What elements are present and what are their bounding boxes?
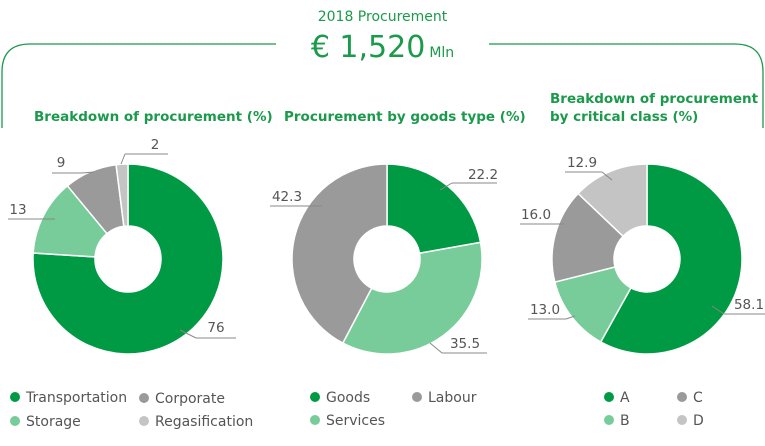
leader-line (439, 182, 453, 191)
legend-label: Storage (26, 414, 81, 430)
legend-swatch (310, 415, 320, 425)
legend-label: Goods (326, 390, 371, 406)
legend-swatch (139, 393, 149, 403)
chart-title-breakdown: Breakdown of procurement (%) (34, 109, 273, 125)
legend-swatch (10, 392, 20, 402)
legend-swatch (310, 392, 320, 402)
donut-slice-regasification (115, 163, 129, 228)
legend-item-c: C (677, 390, 703, 406)
header-total: € 1,520 Mln (0, 30, 765, 65)
leader-line (120, 153, 126, 165)
legend-label: C (693, 390, 703, 406)
legend-item-storage: Storage (10, 414, 81, 430)
legend-item-services: Services (310, 413, 385, 429)
leader-line (429, 342, 443, 354)
header-unit: Mln (429, 45, 455, 61)
data-label: 13.0 (530, 302, 560, 318)
legend-label: Corporate (155, 391, 225, 407)
data-label: 2 (151, 137, 160, 153)
legend-swatch (604, 415, 614, 425)
legend-swatch (604, 392, 614, 402)
header-amount: € 1,520 (310, 30, 426, 65)
legend-label: D (693, 413, 704, 429)
donut-slice-a (599, 163, 743, 355)
legend-label: B (620, 413, 630, 429)
donut-slice-goods (386, 163, 482, 255)
data-label: 76 (207, 320, 224, 336)
chart-title-goods-type: Procurement by goods type (%) (284, 109, 526, 125)
leader-line (179, 329, 197, 339)
data-label: 22.2 (468, 167, 498, 183)
data-label: 9 (57, 155, 66, 171)
legend-label: Labour (428, 390, 477, 406)
legend-item-d: D (677, 413, 704, 429)
legend-item-b: B (604, 413, 630, 429)
data-label: 12.9 (567, 155, 597, 171)
legend-item-transportation: Transportation (10, 390, 127, 406)
leader-line (565, 315, 576, 320)
donut-slice-labour (291, 163, 388, 345)
legend-item-goods: Goods (310, 390, 370, 406)
legend-swatch (677, 415, 687, 425)
legend-item-a: A (604, 390, 630, 406)
data-label: 16.0 (521, 207, 551, 223)
legend-item-labour: Labour (412, 390, 476, 406)
donut-slice-d (577, 163, 648, 238)
header-subtitle: 2018 Procurement (317, 9, 448, 25)
donut-slice-c (551, 192, 625, 283)
leader-line (601, 171, 613, 181)
legend-swatch (139, 416, 149, 426)
legend-item-corporate: Corporate (139, 391, 225, 407)
legend-label: Transportation (26, 390, 128, 406)
chart-title-critical-class: Breakdown of procurement by critical cla… (550, 91, 759, 125)
legend-label: Services (326, 413, 386, 429)
legend-swatch (677, 392, 687, 402)
legend-label: Regasification (155, 414, 254, 430)
legend-item-regasification: Regasification (139, 414, 253, 430)
data-label: 35.5 (450, 336, 480, 352)
data-label: 42.3 (272, 189, 302, 205)
legend-swatch (10, 416, 20, 426)
donut-slice-transportation (32, 163, 224, 355)
donut-slice-services (341, 241, 483, 355)
legend-swatch (412, 392, 422, 402)
data-label: 13 (9, 202, 26, 218)
leader-line (81, 171, 95, 174)
legend-label: A (620, 390, 630, 406)
leader-line (711, 305, 725, 315)
data-label: 58.1 (734, 297, 764, 313)
